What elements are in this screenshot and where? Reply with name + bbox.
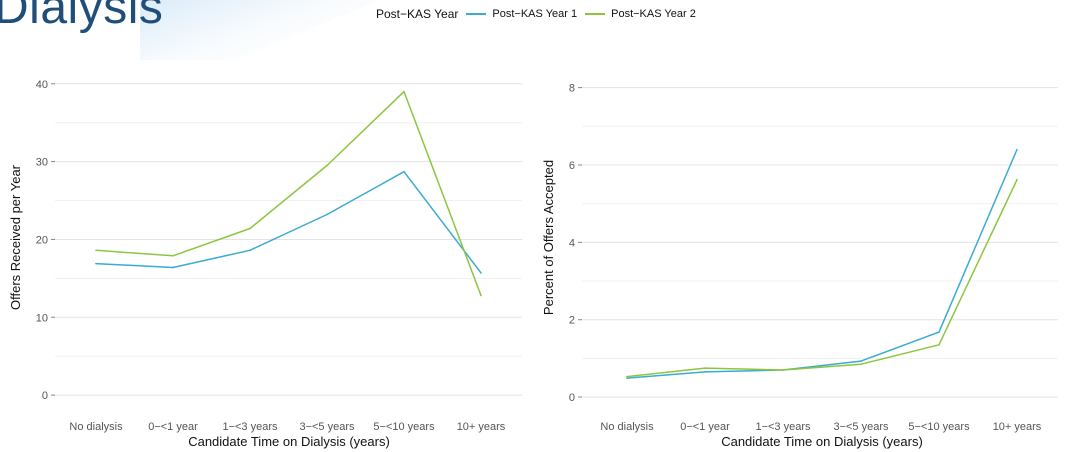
x-tick-label: 5−<10 years [908, 421, 970, 433]
y-tick-label: 4 [569, 237, 575, 249]
x-tick-label: No dialysis [69, 421, 123, 433]
data-point-year-2 [326, 164, 328, 167]
legend-label-year-1: Post−KAS Year 1 [492, 8, 578, 20]
x-tick-label: 1−<3 years [222, 421, 278, 433]
data-point-year-2 [626, 375, 628, 378]
y-axis-title: Offers Received per Year [8, 164, 23, 310]
x-tick-label: No dialysis [600, 421, 654, 433]
series-line-year-1 [626, 149, 1018, 379]
series-line-year-2 [626, 179, 1018, 378]
y-tick-label: 0 [42, 390, 48, 402]
x-tick-label: 3−<5 years [299, 421, 355, 433]
slide-title: Dialysis [0, 0, 164, 34]
x-tick-label: 0−<1 year [148, 421, 198, 433]
y-tick-label: 0 [569, 392, 575, 404]
data-point-year-2 [95, 249, 97, 252]
x-tick-label: 3−<5 years [833, 421, 889, 433]
x-tick-label: 0−<1 year [680, 421, 730, 433]
y-tick-label: 30 [36, 157, 48, 169]
legend-swatch-year-2 [585, 13, 606, 15]
data-point-year-1 [403, 170, 405, 173]
data-point-year-1 [1016, 148, 1018, 151]
data-point-year-1 [326, 213, 328, 216]
data-point-year-2 [1016, 178, 1018, 181]
data-point-year-2 [480, 294, 482, 297]
x-tick-label: 1−<3 years [755, 421, 811, 433]
legend-item-year-2: Post−KAS Year 2 [585, 8, 696, 20]
data-point-year-1 [860, 360, 862, 362]
y-tick-label: 40 [36, 79, 48, 91]
data-point-year-2 [172, 254, 174, 257]
x-tick-label: 10+ years [457, 421, 506, 433]
y-axis-title: Percent of Offers Accepted [541, 160, 556, 315]
data-point-year-2 [938, 344, 940, 346]
x-axis-title: Candidate Time on Dialysis (years) [188, 434, 390, 449]
data-point-year-2 [704, 367, 706, 369]
data-point-year-2 [782, 369, 784, 371]
y-tick-label: 6 [569, 160, 575, 172]
legend-label-year-2: Post−KAS Year 2 [611, 8, 696, 20]
offers-received-chart: 0 10 20 30 40 No dialysis 0−<1 year 1−<3 years 3… [8, 79, 522, 449]
legend-swatch-year-1 [466, 13, 487, 15]
data-point-year-1 [172, 266, 174, 269]
x-tick-label: 5−<10 years [373, 421, 435, 433]
legend-item-year-1: Post−KAS Year 1 [466, 8, 577, 20]
data-point-year-2 [860, 363, 862, 365]
series-line-year-2 [95, 90, 482, 296]
data-point-year-1 [480, 272, 482, 274]
x-tick-label: 10+ years [993, 421, 1042, 433]
data-point-year-1 [938, 331, 940, 333]
x-axis-title: Candidate Time on Dialysis (years) [721, 434, 923, 449]
legend-title: Post−KAS Year [376, 7, 459, 21]
data-point-year-1 [249, 249, 251, 252]
data-point-year-1 [95, 262, 97, 265]
chart-legend: Post−KAS Year Post−KAS Year 1 Post−KAS Y… [376, 6, 704, 22]
data-point-year-1 [704, 371, 706, 373]
data-point-year-2 [403, 90, 405, 93]
data-point-year-2 [249, 227, 251, 230]
y-tick-label: 20 [36, 234, 48, 246]
data-point-year-1 [626, 377, 628, 379]
y-tick-label: 8 [569, 83, 575, 95]
series-line-year-1 [95, 170, 482, 274]
offers-accepted-chart: 0 2 4 6 8 No dialysis 0−<1 year 1−<3 years 3−<5 … [541, 83, 1058, 449]
y-tick-label: 2 [569, 315, 575, 327]
y-tick-label: 10 [36, 312, 48, 324]
